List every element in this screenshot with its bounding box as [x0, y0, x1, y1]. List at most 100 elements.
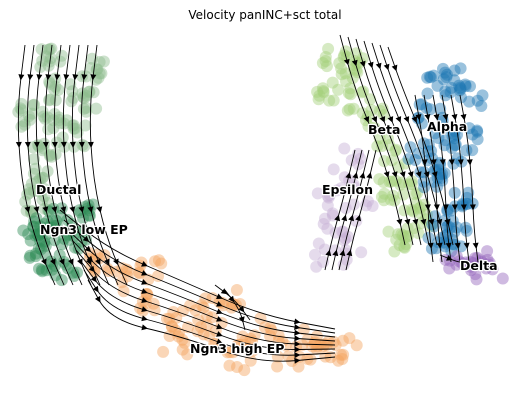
point-ngn3-low-ep [29, 250, 42, 263]
point-alpha [422, 231, 435, 244]
cluster-label-ngn3-high-ep: Ngn3 high EP [190, 341, 284, 356]
point-beta [348, 62, 361, 75]
velocity-arrowhead [423, 171, 430, 178]
point-ngn3-high-ep [176, 304, 189, 317]
point-ngn3-high-ep [335, 348, 347, 361]
velocity-arrowhead [430, 159, 437, 166]
point-epsilon [310, 260, 323, 273]
point-alpha [437, 62, 449, 75]
point-ductal [41, 111, 54, 124]
point-epsilon [348, 181, 361, 194]
point-ngn3-high-ep [224, 346, 237, 359]
velocity-arrowhead [325, 249, 332, 257]
point-ductal [49, 94, 62, 107]
point-alpha [459, 80, 472, 93]
velocity-arrowhead [387, 116, 394, 123]
point-ductal [58, 117, 71, 130]
point-ductal [67, 119, 80, 132]
point-alpha [442, 220, 454, 232]
velocity-arrowhead [391, 64, 398, 72]
point-alpha [445, 245, 458, 258]
velocity-arrowhead [104, 258, 110, 266]
point-ductal [80, 105, 93, 118]
point-ngn3-high-ep [318, 338, 331, 351]
velocity-arrowhead [339, 249, 346, 257]
point-epsilon [322, 190, 334, 203]
point-alpha [475, 100, 488, 112]
point-ngn3-low-ep [17, 224, 30, 237]
point-alpha [423, 70, 436, 83]
point-beta [343, 103, 356, 115]
point-beta [316, 82, 329, 95]
point-beta [347, 102, 360, 115]
point-ductal [22, 110, 35, 123]
velocity-arrowhead [448, 159, 455, 166]
point-alpha [476, 89, 489, 102]
velocity-arrowhead [87, 141, 94, 148]
point-ngn3-high-ep [178, 336, 191, 349]
velocity-arrowhead [216, 293, 223, 300]
velocity-arrowhead [442, 204, 449, 211]
point-ngn3-low-ep [72, 242, 85, 255]
point-beta [385, 175, 398, 188]
point-alpha [451, 128, 463, 141]
point-delta [465, 264, 477, 277]
point-ngn3-low-ep [48, 259, 61, 272]
point-beta [392, 228, 405, 241]
point-alpha [436, 168, 449, 180]
point-alpha [439, 66, 452, 79]
point-beta [401, 222, 414, 235]
point-ngn3-high-ep [254, 312, 267, 325]
point-ngn3-high-ep [117, 285, 130, 298]
point-ngn3-high-ep [336, 334, 349, 347]
point-ngn3-low-ep [30, 247, 42, 260]
point-ngn3-low-ep [31, 228, 44, 241]
point-ductal [55, 49, 68, 62]
point-ductal [77, 102, 90, 115]
velocity-arrowhead [41, 258, 47, 266]
velocity-arrowhead [60, 141, 67, 148]
point-beta [378, 187, 391, 200]
point-beta [317, 85, 330, 97]
velocity-arrowhead [72, 74, 79, 81]
point-beta [408, 222, 421, 234]
point-ngn3-high-ep [297, 323, 310, 336]
point-beta [355, 86, 368, 99]
point-ductal [83, 85, 96, 98]
point-beta [326, 76, 339, 89]
velocity-arrowhead [345, 172, 352, 179]
point-epsilon [366, 200, 379, 212]
point-alpha [427, 220, 440, 233]
point-beta [341, 104, 354, 117]
point-ngn3-low-ep [62, 262, 74, 275]
point-ngn3-high-ep [201, 309, 214, 322]
point-ngn3-high-ep [343, 332, 356, 345]
point-delta [496, 272, 509, 285]
point-ngn3-low-ep [50, 214, 63, 227]
point-ductal [66, 85, 79, 98]
velocity-arrowhead [216, 338, 223, 345]
point-alpha [427, 69, 440, 82]
point-epsilon [345, 154, 358, 167]
point-alpha [471, 133, 484, 146]
point-alpha [459, 78, 472, 91]
point-ductal [27, 185, 40, 197]
point-ductal [53, 111, 65, 124]
point-ductal [60, 114, 73, 127]
point-ngn3-high-ep [329, 339, 342, 352]
velocity-arrowhead [375, 62, 382, 70]
streamline [339, 34, 406, 246]
velocity-arrowhead [42, 206, 49, 213]
point-beta [388, 245, 401, 258]
point-alpha [446, 142, 458, 154]
velocity-arrowhead [294, 329, 301, 336]
point-alpha [460, 224, 473, 237]
velocity-arrowhead [415, 171, 422, 178]
velocity-arrowhead [433, 204, 440, 211]
point-ngn3-low-ep [71, 266, 83, 279]
velocity-arrowhead [50, 258, 56, 266]
point-alpha [454, 81, 467, 94]
point-ductal [42, 43, 55, 56]
point-beta [350, 64, 363, 77]
velocity-arrowhead [18, 74, 25, 81]
